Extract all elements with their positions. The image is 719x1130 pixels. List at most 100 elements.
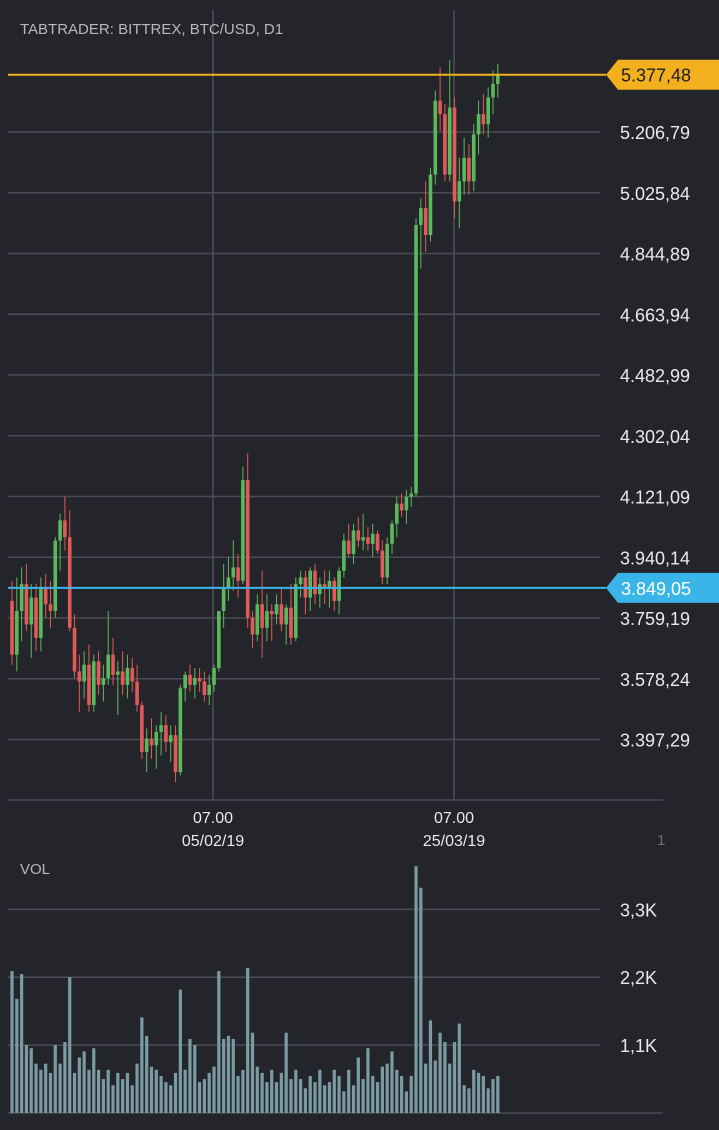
candle-body <box>19 584 24 612</box>
volume-bar <box>29 1048 33 1113</box>
volume-bar <box>149 1066 154 1113</box>
volume-bar <box>222 1038 226 1113</box>
volume-bar <box>154 1069 158 1113</box>
candle-body <box>140 705 144 753</box>
candle-body <box>351 530 356 554</box>
volume-bar <box>265 1082 269 1113</box>
volume-bar <box>404 1091 409 1113</box>
chart-title: TABTRADER: BITTREX, BTC/USD, D1 <box>20 21 283 38</box>
volume-bar <box>250 1032 255 1113</box>
volume-tick-label: 1,1K <box>620 1036 657 1056</box>
volume-bar <box>375 1082 380 1113</box>
candle-body <box>447 107 452 175</box>
volume-bar <box>173 1072 178 1113</box>
candle-body <box>327 580 332 588</box>
candle-body <box>39 587 43 638</box>
candle-body <box>43 587 48 605</box>
price-tick-label: 3.940,14 <box>620 548 690 568</box>
candle-body <box>130 668 135 682</box>
candle-body <box>144 738 149 753</box>
candle-body <box>82 664 86 682</box>
volume-bar <box>48 1072 53 1113</box>
candle-body <box>337 570 341 601</box>
volume-bar <box>337 1075 341 1113</box>
volume-bar <box>414 866 418 1113</box>
candle-body <box>452 107 457 202</box>
volume-bar <box>77 1057 81 1113</box>
volume-bar <box>274 1082 279 1113</box>
candles <box>10 60 500 783</box>
volume-bar <box>284 1032 288 1113</box>
volume-bar <box>443 1042 447 1113</box>
candle-body <box>125 668 130 685</box>
volume-bar <box>409 1075 413 1113</box>
candle-body <box>486 97 490 125</box>
volume-bar <box>140 1017 144 1113</box>
price-tick-label: 3.759,19 <box>620 609 690 629</box>
candle-body <box>438 100 442 115</box>
volume-bar <box>125 1072 130 1113</box>
candle-body <box>67 537 72 628</box>
candle-body <box>106 654 110 679</box>
price-lines: 5.377,48 3.849,05 <box>8 59 719 603</box>
candle-body <box>149 738 154 746</box>
candle-body <box>370 533 375 544</box>
candle-body <box>91 661 96 706</box>
candle-body <box>289 607 293 638</box>
volume-bar <box>241 1069 245 1113</box>
price-tick-label: 5.206,79 <box>620 123 690 143</box>
volume-bar <box>400 1075 404 1113</box>
volume-bar <box>332 1069 336 1113</box>
volume-tick-label: 2,2K <box>620 968 657 988</box>
candle-body <box>77 671 82 682</box>
volume-bar <box>395 1069 399 1113</box>
candle-body <box>467 157 471 182</box>
candle-body <box>471 134 476 182</box>
candle-body <box>178 688 183 773</box>
candle-body <box>274 604 279 615</box>
candle-body <box>380 550 385 578</box>
candle-body <box>111 654 115 675</box>
grid-lines <box>8 10 663 1114</box>
candle-body <box>409 493 414 497</box>
volume-bar <box>356 1057 360 1113</box>
volume-bar <box>486 1088 490 1113</box>
cursor-price-tag <box>606 572 719 603</box>
candle-body <box>356 530 361 541</box>
candle-body <box>154 731 159 746</box>
candle-body <box>10 600 14 655</box>
candle-body <box>284 607 288 625</box>
volume-bar <box>371 1075 375 1113</box>
volume-bar <box>101 1079 105 1113</box>
price-tick-label: 3.397,29 <box>620 731 690 751</box>
candle-body <box>443 114 447 175</box>
volume-label: VOL <box>20 861 50 878</box>
candle-body <box>298 577 303 585</box>
volume-bar <box>121 1079 125 1113</box>
volume-bar <box>24 1045 29 1113</box>
volume-bar <box>260 1072 264 1113</box>
candle-body <box>116 671 120 675</box>
candle-body <box>212 668 216 685</box>
volume-bar <box>419 887 423 1113</box>
candle-body <box>221 587 226 612</box>
candle-body <box>419 208 423 225</box>
volume-bar <box>164 1082 168 1113</box>
volume-bar <box>72 1072 77 1113</box>
volume-bar <box>87 1069 91 1113</box>
volume-bar <box>270 1069 274 1113</box>
volume-bar <box>289 1079 293 1113</box>
candle-body <box>433 100 438 175</box>
volume-bar <box>202 1079 206 1113</box>
volume-bar <box>347 1069 351 1113</box>
candle-body <box>164 725 168 742</box>
candle-body <box>313 570 317 595</box>
candle-body <box>423 208 428 235</box>
candle-body <box>404 496 409 511</box>
volume-bar <box>452 1042 457 1113</box>
volume-bar <box>10 971 14 1113</box>
volume-bar <box>197 1082 202 1113</box>
volume-bar <box>226 1035 231 1113</box>
volume-bar <box>159 1075 163 1113</box>
